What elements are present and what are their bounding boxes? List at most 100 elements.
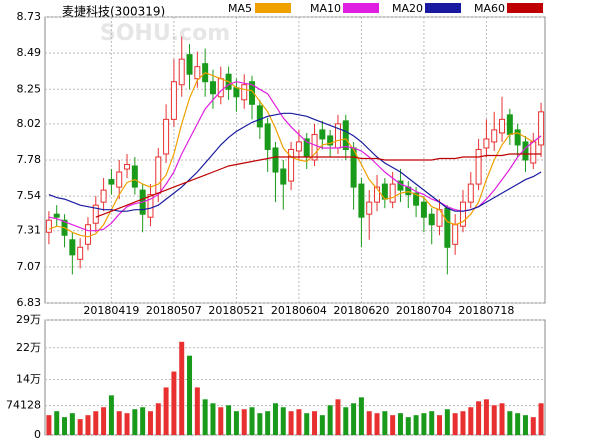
ma-line <box>48 112 542 212</box>
x-tick-label: 20180507 <box>146 304 202 317</box>
candle-body <box>186 54 193 75</box>
volume-bar <box>233 411 239 435</box>
volume-bar <box>101 407 107 435</box>
volume-bar <box>187 355 193 435</box>
volume-bar <box>163 387 169 435</box>
y-tick-label: 6.83 <box>17 296 42 309</box>
candle-body <box>428 213 435 226</box>
volume-bar <box>522 415 528 435</box>
x-tick-label: 20180604 <box>271 304 327 317</box>
volume-bar <box>429 411 435 435</box>
candle-body <box>92 204 99 224</box>
volume-bar <box>507 411 513 435</box>
candle-body <box>413 192 420 206</box>
chart-title: 麦捷科技(300319) <box>62 5 165 19</box>
candle-body <box>452 224 459 245</box>
candle-body <box>319 129 326 140</box>
volume-bar <box>405 417 411 435</box>
volume-bar <box>124 413 130 435</box>
volume-bar <box>179 341 185 435</box>
volume-bar <box>343 407 349 435</box>
candle-body <box>209 81 216 95</box>
legend-label: MA5 <box>228 2 252 15</box>
candle-body <box>131 165 138 188</box>
volume-bar <box>108 395 114 435</box>
volume-bar <box>85 415 91 435</box>
volume-bar <box>499 403 505 435</box>
candle-body <box>538 111 545 146</box>
volume-bar <box>296 409 302 435</box>
volume-bar <box>218 407 224 435</box>
volume-bar <box>93 411 99 435</box>
candle-body <box>374 186 381 203</box>
legend-swatch <box>343 3 379 13</box>
y-tick-label: 14万 <box>16 372 41 385</box>
y-tick-label: 7.54 <box>17 189 42 202</box>
volume-bar <box>366 411 372 435</box>
volume-bar <box>491 405 497 435</box>
candle-body <box>295 141 302 152</box>
volume-bar <box>194 387 200 435</box>
y-tick-label: 7.31 <box>17 224 42 237</box>
volume-bar <box>452 413 458 435</box>
ma-line <box>95 153 542 218</box>
volume-bar <box>460 411 466 435</box>
volume-bar <box>351 403 357 435</box>
x-tick-label: 20180419 <box>83 304 139 317</box>
volume-bar <box>54 411 60 435</box>
candle-body <box>77 246 84 260</box>
candle-body <box>217 78 224 98</box>
volume-bar <box>132 409 138 435</box>
candle-body <box>272 147 279 173</box>
candle-body <box>108 179 115 185</box>
y-tick-label: 29万 <box>16 313 41 326</box>
ma-line <box>48 81 542 232</box>
candle-body <box>311 133 318 161</box>
x-tick-label: 20180620 <box>333 304 389 317</box>
y-tick-label: 8.73 <box>17 10 42 23</box>
y-tick-label: 8.25 <box>17 82 42 95</box>
volume-bar <box>327 405 333 435</box>
volume-bar <box>69 413 75 435</box>
volume-bar <box>468 407 474 435</box>
candle-body <box>178 58 185 86</box>
candle-body <box>249 81 256 105</box>
volume-bar <box>288 411 294 435</box>
candle-body <box>124 164 131 170</box>
volume-bar <box>312 411 318 435</box>
volume-bar <box>538 403 544 435</box>
candle-body <box>100 189 107 203</box>
volume-bar <box>202 399 208 435</box>
volume-bar <box>335 399 341 435</box>
candle-body <box>530 141 537 164</box>
volume-bar <box>241 409 247 435</box>
volume-bar <box>358 397 364 435</box>
candle-body <box>506 114 513 135</box>
volume-bar <box>304 413 310 435</box>
candle-body <box>389 183 396 203</box>
candle-body <box>147 194 154 218</box>
volume-bar <box>257 413 263 435</box>
candle-body <box>256 105 263 128</box>
legend-label: MA60 <box>474 2 505 15</box>
volume-bar <box>390 415 396 435</box>
volume-bar <box>46 415 52 435</box>
candle-body <box>194 66 201 80</box>
candle-body <box>163 118 170 155</box>
volume-bar <box>397 413 403 435</box>
ma-line <box>48 72 542 238</box>
candle-body <box>366 201 373 215</box>
candle-body <box>241 84 248 101</box>
volume-bar <box>171 371 177 435</box>
candle-body <box>342 120 349 150</box>
volume-bar <box>515 413 521 435</box>
candle-body <box>514 129 521 146</box>
volume-bar <box>319 415 325 435</box>
watermark: SOHU.com <box>100 21 230 46</box>
candle-body <box>116 171 123 188</box>
candle-body <box>444 207 451 248</box>
candle-body <box>475 148 482 185</box>
candle-body <box>483 138 490 149</box>
volume-bar <box>382 411 388 435</box>
